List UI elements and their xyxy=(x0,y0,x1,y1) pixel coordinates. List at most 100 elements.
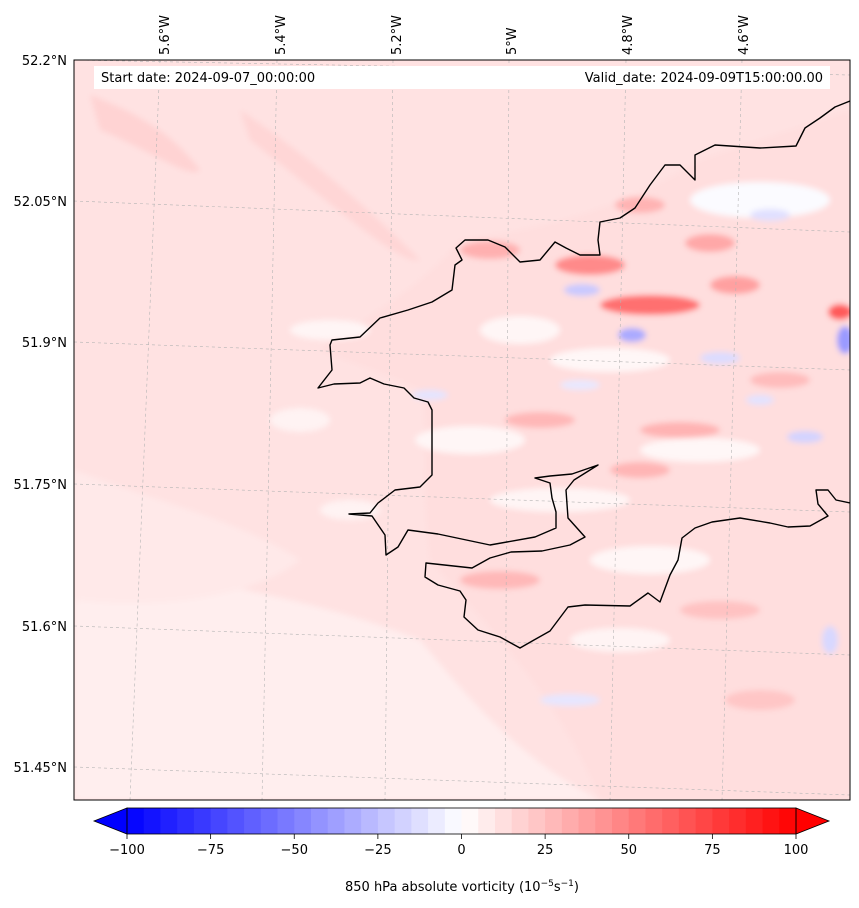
field-red-max xyxy=(600,295,700,315)
colorbar-extend-max xyxy=(795,807,831,835)
lat-label: 51.75°N xyxy=(14,478,67,493)
longitude-labels: 5.6°W 5.4°W 5.2°W 5°W 4.8°W 4.6°W xyxy=(158,15,752,55)
field-blue-min xyxy=(746,395,774,405)
field-red-max xyxy=(640,422,720,438)
field-white-patch xyxy=(270,408,330,432)
field-white-patch xyxy=(690,182,830,218)
colorbar-cell xyxy=(143,808,162,834)
field-red-max xyxy=(555,255,625,275)
lat-label: 51.9°N xyxy=(22,336,67,351)
field-red-max xyxy=(505,412,575,428)
colorbar-cell xyxy=(545,808,563,834)
colorbar-cell xyxy=(394,808,412,834)
field-blue-min xyxy=(540,694,600,706)
colorbar-label: 850 hPa absolute vorticity (10−5s−1) xyxy=(345,879,579,895)
field-light-region xyxy=(74,560,600,800)
colorbar-cell xyxy=(160,808,178,834)
field-blue-min xyxy=(618,328,646,342)
field-red-max xyxy=(828,304,850,320)
field-white-patch xyxy=(320,500,380,520)
colorbar-cell xyxy=(478,808,496,834)
field-blue-min xyxy=(564,284,600,296)
lon-label: 5°W xyxy=(505,27,520,55)
field-white-patch xyxy=(290,320,370,340)
field-blue-min xyxy=(750,209,790,221)
latitude-labels: 52.2°N 52.05°N 51.9°N 51.75°N 51.6°N 51.… xyxy=(14,54,67,776)
colorbar-cell xyxy=(127,808,145,834)
colorbar-tick-label: 75 xyxy=(704,843,721,858)
colorbar-cell xyxy=(528,808,546,834)
lon-label: 5.6°W xyxy=(158,15,173,55)
colorbar-tick-label: 0 xyxy=(457,843,465,858)
colorbar-cells xyxy=(127,808,797,834)
start-date-label: Start date: 2024-09-07_00:00:00 xyxy=(101,71,315,86)
field-blue-min xyxy=(700,352,740,364)
colorbar-cell xyxy=(595,808,613,834)
field-white-patch xyxy=(480,316,560,344)
colorbar-cell xyxy=(411,808,429,834)
field-red-max xyxy=(680,601,760,619)
colorbar-cell xyxy=(227,808,245,834)
field-blue-min xyxy=(837,326,850,354)
colorbar-cell xyxy=(511,808,530,834)
field-red-max xyxy=(615,197,665,213)
field-blue-min xyxy=(822,626,838,654)
colorbar-cell xyxy=(361,808,379,834)
colorbar-cell xyxy=(645,808,663,834)
colorbar-cell xyxy=(461,808,479,834)
colorbar-cell xyxy=(444,808,463,834)
field-red-max xyxy=(710,276,760,294)
colorbar-cell xyxy=(377,808,396,834)
colorbar-cell xyxy=(561,808,580,834)
field-blue-min xyxy=(787,431,823,443)
field-white-patch xyxy=(640,438,760,462)
map-panel xyxy=(74,60,850,800)
colorbar-cell xyxy=(210,808,228,834)
colorbar-cell xyxy=(344,808,362,834)
lat-label: 52.05°N xyxy=(14,195,67,210)
field-blue-min xyxy=(560,380,600,390)
field-red-max xyxy=(610,462,670,478)
colorbar-cell xyxy=(494,808,513,834)
colorbar-extend-min xyxy=(92,807,128,835)
coastline-north xyxy=(317,100,850,649)
field-white-patch xyxy=(550,348,670,372)
lon-label: 5.4°W xyxy=(274,15,289,55)
field-red-max xyxy=(725,690,795,710)
lat-label: 51.45°N xyxy=(14,761,67,776)
field-light-region xyxy=(74,470,300,604)
colorbar-cell xyxy=(260,808,279,834)
colorbar-cell xyxy=(678,808,697,834)
colorbar-cell xyxy=(662,808,680,834)
colorbar-tick-label: 100 xyxy=(784,843,809,858)
field-red-max xyxy=(685,234,735,252)
field-red-max xyxy=(460,571,540,589)
colorbar-cell xyxy=(729,808,747,834)
colorbar-cell xyxy=(310,808,329,834)
colorbar-ticks: −100 −75 −50 −25 0 25 50 75 100 xyxy=(109,834,808,858)
field-white-patch xyxy=(490,488,630,512)
colorbar-tick-label: 25 xyxy=(537,843,554,858)
date-header-box xyxy=(94,66,830,89)
lon-label: 4.8°W xyxy=(621,15,636,55)
field-white-patch xyxy=(590,546,710,574)
colorbar-tick-label: −100 xyxy=(109,843,145,858)
colorbar-cell xyxy=(244,808,262,834)
colorbar-cell xyxy=(277,808,295,834)
vorticity-field xyxy=(74,95,850,800)
coastline xyxy=(317,100,850,649)
colorbar-cell xyxy=(428,808,446,834)
colorbar-tick-label: −50 xyxy=(281,843,308,858)
colorbar-cell xyxy=(578,808,596,834)
lat-label: 51.6°N xyxy=(22,620,67,635)
colorbar-tick-label: −25 xyxy=(364,843,391,858)
field-red-max xyxy=(460,241,520,259)
colorbar-cell xyxy=(762,808,780,834)
lon-label: 4.6°W xyxy=(737,15,752,55)
colorbar-tick-label: 50 xyxy=(620,843,637,858)
colorbar-cell xyxy=(695,808,713,834)
colorbar-cell xyxy=(612,808,630,834)
field-blue-min xyxy=(412,390,448,400)
colorbar: −100 −75 −50 −25 0 25 50 75 100 850 hPa absolute… xyxy=(92,807,831,895)
